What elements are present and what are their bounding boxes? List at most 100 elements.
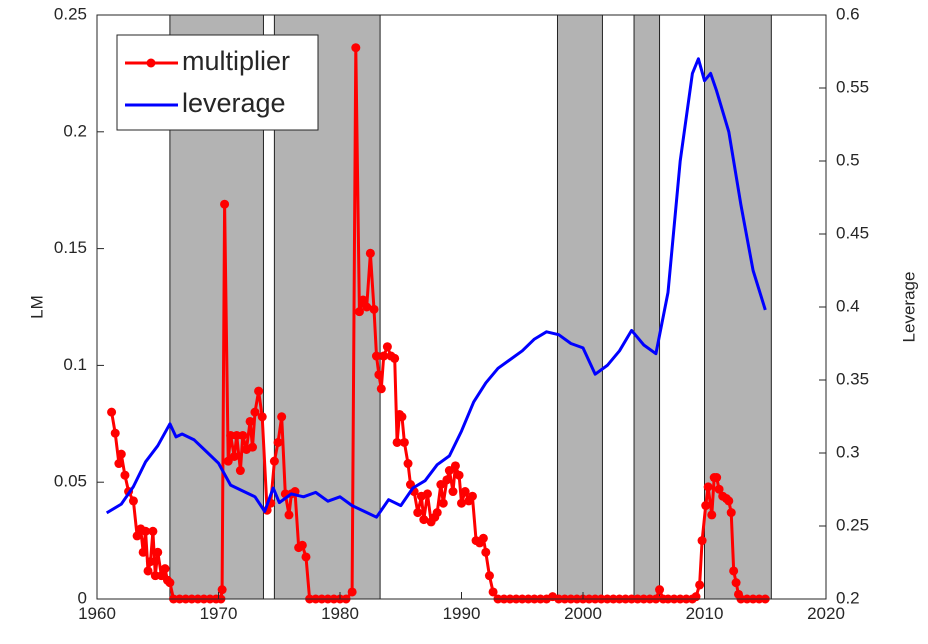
series-line xyxy=(105,57,767,519)
data-point xyxy=(156,571,166,581)
data-point xyxy=(369,304,379,314)
data-point xyxy=(284,510,294,520)
data-point xyxy=(457,498,466,508)
data-point xyxy=(273,437,283,447)
data-point xyxy=(488,587,498,597)
y2-tick-label: 0.5 xyxy=(836,150,860,169)
data-point xyxy=(419,515,429,525)
legend: multiplier leverage xyxy=(116,34,319,131)
data-point xyxy=(257,412,267,422)
data-point xyxy=(160,564,170,574)
data-point xyxy=(379,351,389,361)
data-point xyxy=(148,526,158,536)
data-point xyxy=(436,480,446,490)
data-point xyxy=(460,487,470,497)
data-point xyxy=(444,466,454,476)
x-tick-label: 1980 xyxy=(321,604,359,623)
data-point xyxy=(731,578,741,588)
data-point xyxy=(301,552,311,562)
data-point xyxy=(382,342,392,352)
y2-tick-label: 0.45 xyxy=(836,223,869,242)
data-point xyxy=(655,585,665,595)
data-point xyxy=(707,510,717,520)
data-point xyxy=(220,199,230,209)
data-point xyxy=(442,475,452,485)
data-point xyxy=(478,533,488,543)
data-point xyxy=(153,547,163,557)
data-point xyxy=(362,302,372,312)
y-tick-label: 0 xyxy=(78,588,87,607)
data-point xyxy=(132,531,142,541)
data-point xyxy=(703,482,713,492)
data-point xyxy=(277,412,287,422)
y-tick-label: 0.2 xyxy=(63,121,87,140)
data-point xyxy=(354,307,364,317)
y-tick-label: 0.25 xyxy=(54,4,87,23)
y2-tick-label: 0.2 xyxy=(836,588,860,607)
legend-label: leverage xyxy=(182,88,286,118)
data-point xyxy=(701,501,711,511)
x-tick-label: 2020 xyxy=(807,604,845,623)
data-point xyxy=(245,416,255,426)
data-point xyxy=(392,437,402,447)
data-point xyxy=(714,484,724,494)
data-point xyxy=(165,578,175,588)
data-point xyxy=(138,547,148,557)
shaded-region xyxy=(633,14,661,600)
data-point xyxy=(250,407,260,417)
data-point xyxy=(120,470,130,480)
data-point xyxy=(399,437,409,447)
data-point xyxy=(254,386,264,396)
data-point xyxy=(248,442,258,452)
data-point xyxy=(269,456,279,466)
data-point xyxy=(397,412,407,422)
data-point xyxy=(724,496,734,506)
data-point xyxy=(432,508,442,518)
data-point xyxy=(450,461,460,471)
data-point xyxy=(726,508,736,518)
y-tick-label: 0.1 xyxy=(63,355,87,374)
y2-tick-label: 0.55 xyxy=(836,77,869,96)
data-point xyxy=(107,407,117,417)
data-point xyxy=(390,353,400,363)
data-point xyxy=(229,452,239,462)
data-point xyxy=(695,580,705,590)
x-tick-label: 1960 xyxy=(78,604,116,623)
data-point xyxy=(448,487,458,497)
data-point xyxy=(467,491,477,501)
data-point xyxy=(128,496,138,506)
data-point xyxy=(238,430,248,440)
data-point xyxy=(413,508,423,518)
legend-box xyxy=(116,34,319,131)
data-point xyxy=(438,498,448,508)
x-tick-label: 2000 xyxy=(564,604,602,623)
y-tick-label: 0.15 xyxy=(54,238,87,257)
legend-label: multiplier xyxy=(182,46,290,76)
data-point xyxy=(141,526,151,536)
y2-tick-label: 0.4 xyxy=(836,296,860,315)
data-point xyxy=(484,571,494,581)
y-axis-label: LM xyxy=(27,295,46,319)
data-point xyxy=(347,587,357,597)
data-point xyxy=(143,566,153,576)
shaded-region xyxy=(556,14,603,600)
data-point xyxy=(116,449,126,459)
data-point xyxy=(358,295,368,305)
data-point xyxy=(235,466,245,476)
data-point xyxy=(376,384,386,394)
data-point xyxy=(697,536,707,546)
y2-axis-label: Leverage xyxy=(899,272,918,343)
data-point xyxy=(297,540,307,550)
data-point xyxy=(145,557,155,567)
data-point xyxy=(351,43,361,53)
data-point xyxy=(114,459,124,469)
data-point xyxy=(374,370,384,380)
x-tick-label: 2010 xyxy=(686,604,724,623)
data-point xyxy=(371,351,381,361)
x-tick-label: 1970 xyxy=(200,604,238,623)
data-point xyxy=(481,547,491,557)
data-point xyxy=(729,566,739,576)
y2-tick-label: 0.35 xyxy=(836,369,869,388)
